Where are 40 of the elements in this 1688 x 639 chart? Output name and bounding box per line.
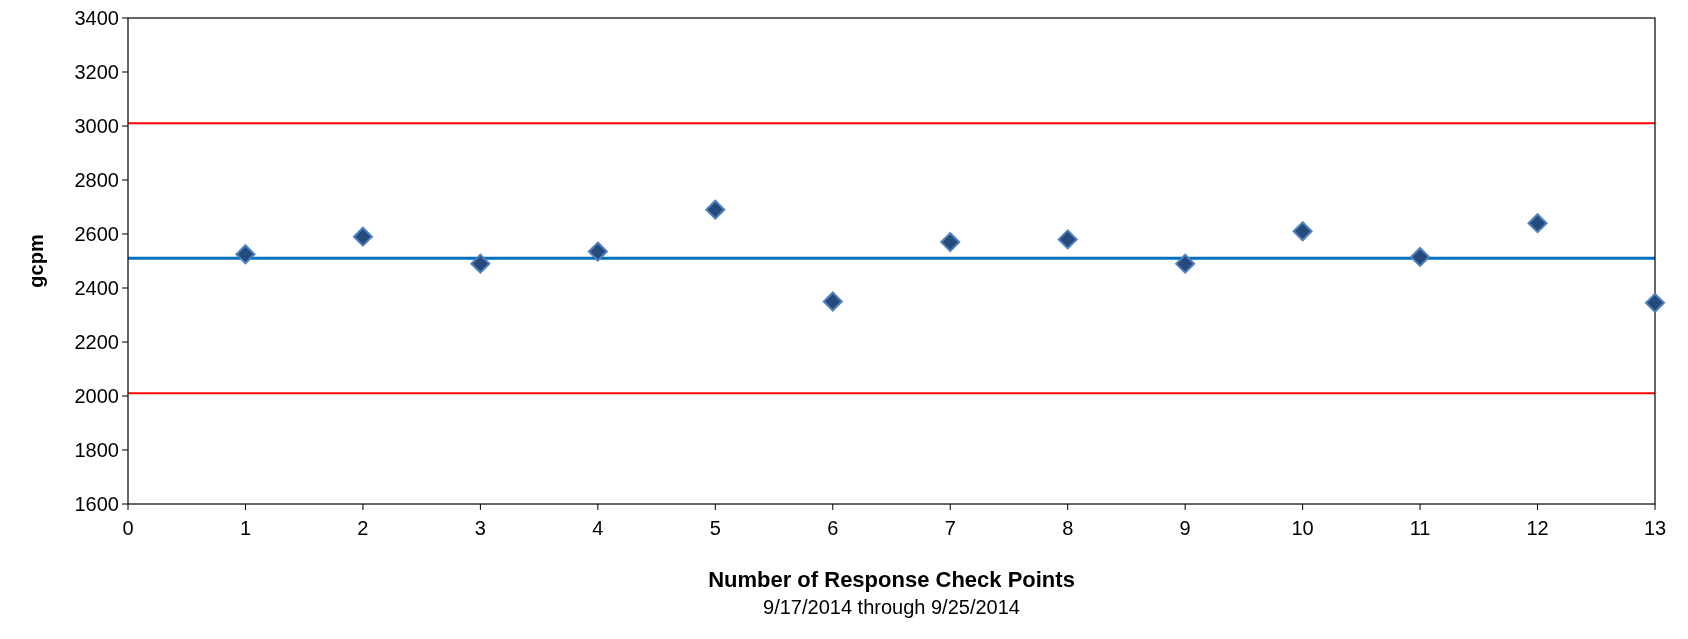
- x-tick-label: 6: [827, 517, 839, 539]
- x-tick-label: 9: [1179, 517, 1191, 539]
- point: [1292, 221, 1313, 242]
- y-tick-label: 2400: [74, 277, 119, 299]
- point: [470, 253, 491, 274]
- x-tick-label: 7: [944, 517, 956, 539]
- point: [822, 291, 843, 312]
- x-tick-label: 3: [474, 517, 486, 539]
- point: [705, 199, 726, 220]
- x-tick-label: 12: [1526, 517, 1549, 539]
- x-axis-title: Number of Response Check Points: [708, 567, 1075, 592]
- x-tick-label: 11: [1409, 517, 1431, 539]
- y-tick-label: 2600: [74, 223, 119, 245]
- x-tick-label: 1: [239, 517, 252, 539]
- point: [1057, 229, 1078, 250]
- y-tick-label: 2800: [74, 169, 119, 191]
- x-tick-label: 0: [122, 517, 134, 539]
- x-tick-label: 10: [1291, 517, 1314, 539]
- x-tick-label: 2: [357, 517, 369, 539]
- y-tick-label: 1600: [74, 493, 119, 515]
- y-tick-label: 3000: [74, 115, 119, 137]
- x-tick-label: 13: [1643, 517, 1667, 539]
- y-axis-title: gcpm: [25, 234, 47, 288]
- point: [1410, 246, 1431, 267]
- point: [587, 241, 608, 262]
- point: [352, 226, 373, 247]
- x-tick-label: 5: [709, 517, 721, 539]
- y-tick-label: 1800: [74, 439, 119, 461]
- x-tick-label: 4: [592, 517, 604, 539]
- point: [940, 232, 961, 253]
- y-tick-label: 3400: [74, 7, 119, 29]
- x-tick-label: 8: [1062, 517, 1074, 539]
- point: [1527, 213, 1548, 234]
- point: [1645, 292, 1665, 313]
- y-tick-label: 3200: [74, 61, 119, 83]
- y-tick-label: 2000: [74, 385, 119, 407]
- text: 9/17/2014 through 9/25/2014: [763, 596, 1020, 618]
- y-tick-label: 2200: [74, 331, 119, 353]
- point: [1175, 253, 1196, 274]
- point: [235, 244, 256, 265]
